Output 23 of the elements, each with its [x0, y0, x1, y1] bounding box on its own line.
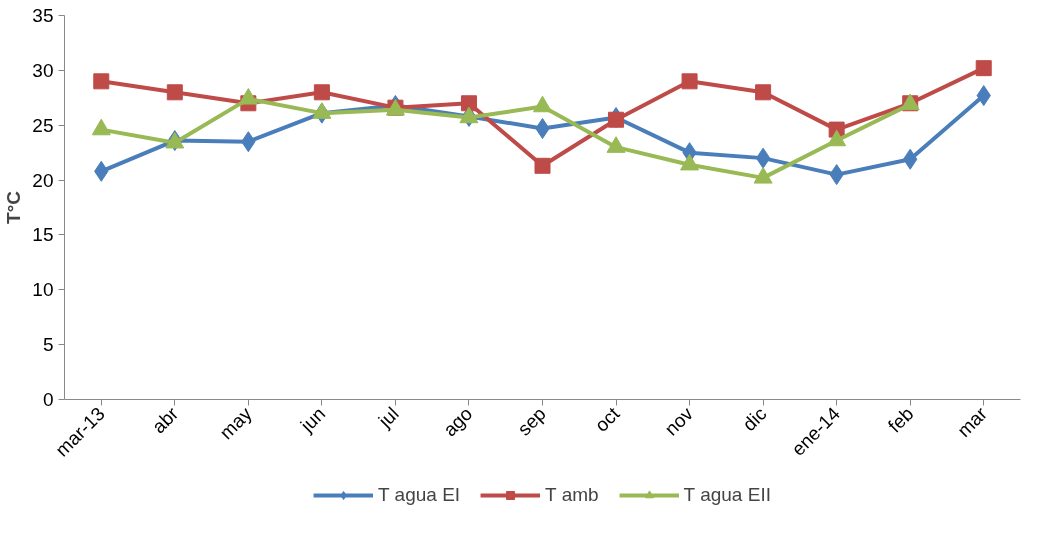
- y-tick-label: 10: [32, 279, 54, 301]
- legend-label: T agua EII: [683, 484, 771, 506]
- legend-label: T agua EI: [378, 484, 461, 506]
- x-tick-label: jun: [295, 403, 330, 437]
- y-tick-label: 20: [32, 169, 54, 191]
- x-tick-label: dic: [738, 403, 771, 436]
- y-tick-label: 25: [32, 114, 54, 136]
- x-tick-label: nov: [660, 402, 698, 440]
- y-axis-title: T°C: [3, 190, 25, 224]
- x-tick-label: feb: [884, 403, 918, 437]
- x-tick-label: abr: [147, 402, 183, 438]
- x-tick-label: ago: [439, 403, 477, 441]
- y-tick-label: 0: [42, 389, 54, 410]
- y-tick-label: 30: [32, 59, 54, 81]
- y-tick-label: 35: [32, 5, 54, 26]
- legend-label: T amb: [545, 484, 599, 506]
- y-tick-label: 5: [42, 334, 54, 356]
- x-tick-label: sep: [513, 403, 550, 440]
- x-tick-label: jul: [373, 403, 403, 433]
- x-tick-label: mar: [953, 402, 992, 442]
- y-tick-label: 15: [32, 224, 54, 246]
- x-tick-label: may: [215, 402, 257, 444]
- x-tick-label: oct: [590, 402, 624, 436]
